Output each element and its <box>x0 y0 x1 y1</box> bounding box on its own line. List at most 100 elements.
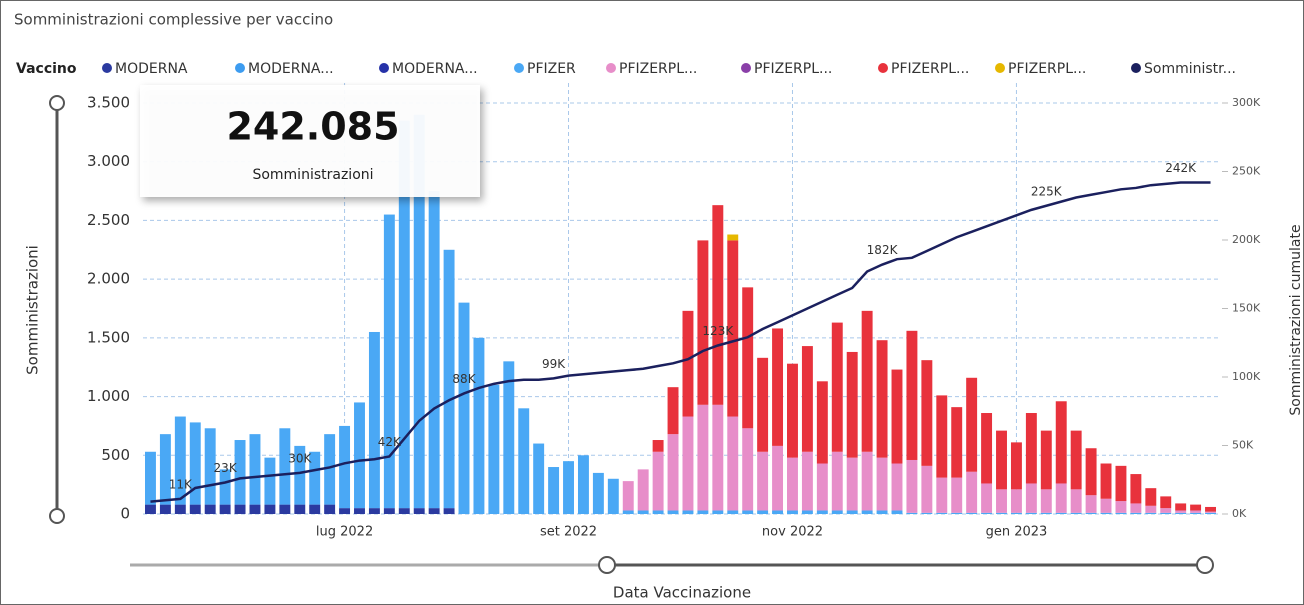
legend-marker <box>235 63 245 73</box>
legend-marker <box>514 63 524 73</box>
bar-segment <box>1100 463 1112 499</box>
legend-marker <box>606 63 616 73</box>
bar-segment <box>592 472 604 514</box>
bar-segment <box>383 214 395 509</box>
bar-segment <box>1115 501 1127 513</box>
bar-segment <box>219 504 231 514</box>
bar-segment <box>727 416 739 511</box>
bar-segment <box>145 451 156 505</box>
bar-segment <box>1175 510 1187 513</box>
bar-segment <box>1160 508 1172 513</box>
bar-segment <box>249 434 261 505</box>
data-label: 123K <box>702 324 734 338</box>
legend-label: PFIZER <box>527 61 576 77</box>
data-label: 99K <box>542 357 566 371</box>
y2-axis-title: Somministrazioni cumulate <box>1288 224 1304 415</box>
bar-segment <box>174 416 186 505</box>
bar-segment <box>712 404 724 511</box>
bar-segment <box>787 457 798 511</box>
bar-segment <box>831 451 843 511</box>
slider-handle[interactable] <box>49 95 65 111</box>
bar-segment <box>727 240 739 417</box>
data-label: 88K <box>452 372 476 386</box>
bar-segment <box>1070 512 1082 514</box>
bar-segment <box>996 430 1007 490</box>
bar-segment <box>846 510 858 514</box>
bar-segment <box>787 510 798 514</box>
bar-segment <box>488 384 500 514</box>
bar-segment <box>1130 474 1142 504</box>
legend-marker <box>995 63 1005 73</box>
bar-segment <box>772 445 784 511</box>
slider-handle[interactable] <box>598 556 616 574</box>
bar-segment <box>667 434 679 511</box>
bar-segment <box>622 510 634 514</box>
bar-segment <box>996 489 1007 513</box>
bar-segment <box>981 483 993 513</box>
data-label: 242K <box>1165 161 1197 175</box>
y2-tick-label: 150K <box>1232 302 1261 315</box>
legend-marker <box>379 63 389 73</box>
legend-label: PFIZERPL... <box>891 61 969 77</box>
bar-segment <box>1070 430 1082 490</box>
chart-title: Somministrazioni complessive per vaccino <box>14 11 333 29</box>
data-label: 225K <box>1031 184 1063 198</box>
bar-segment <box>876 457 888 511</box>
bar-segment <box>324 434 336 505</box>
bar-segment <box>279 504 291 514</box>
bar-segment <box>652 510 664 514</box>
bar-segment <box>951 477 963 513</box>
bar-segment <box>1055 483 1067 513</box>
bar-segment <box>697 510 709 514</box>
bar-segment <box>906 330 918 460</box>
bar-segment <box>563 461 574 514</box>
legend-marker <box>878 63 888 73</box>
bar-segment <box>996 512 1007 514</box>
bar-segment <box>339 508 351 514</box>
bar-segment <box>891 463 903 511</box>
bar-segment <box>503 361 515 514</box>
bar-segment <box>1160 512 1172 514</box>
bar-segment <box>189 504 201 514</box>
bar-segment <box>398 120 410 509</box>
bar-segment <box>966 471 978 513</box>
bar-segment <box>906 512 918 514</box>
bar-segment <box>1205 511 1216 513</box>
bar-segment <box>816 381 828 464</box>
y-tick-label: 500 <box>101 446 130 464</box>
slider-handle[interactable] <box>49 508 65 524</box>
x-tick-label: nov 2022 <box>762 525 823 540</box>
bar-segment <box>533 443 545 514</box>
bar-segment <box>1085 495 1097 513</box>
y2-tick-label: 100K <box>1232 370 1261 383</box>
bar-segment <box>234 440 246 505</box>
bar-segment <box>697 240 709 405</box>
bar-segment <box>159 434 171 505</box>
y-tick-label: 3.500 <box>87 94 130 112</box>
bar-segment <box>1130 512 1142 514</box>
bar-segment <box>981 512 993 514</box>
bar-segment <box>936 477 948 513</box>
legend-label: Somministr... <box>1144 61 1236 77</box>
data-label: 42K <box>378 435 402 449</box>
bar-segment <box>1145 512 1157 514</box>
bar-segment <box>801 451 813 511</box>
bar-segment <box>1040 489 1052 513</box>
bar-segment <box>712 205 724 405</box>
bar-segment <box>622 481 634 511</box>
bar-segment <box>801 346 813 452</box>
bar-segment <box>264 504 276 514</box>
x-tick-label: lug 2022 <box>316 525 373 540</box>
legend-label: PFIZERPL... <box>754 61 832 77</box>
slider-handle[interactable] <box>1196 556 1214 574</box>
bar-segment <box>637 510 649 514</box>
bar-segment <box>1100 498 1112 513</box>
y-tick-label: 1.500 <box>87 328 130 346</box>
bar-segment <box>1010 512 1022 514</box>
bar-segment <box>577 455 589 514</box>
bar-segment <box>1025 413 1037 484</box>
bar-segment <box>1190 504 1202 511</box>
data-label: 182K <box>867 243 899 257</box>
legend-label: MODERNA... <box>392 61 478 77</box>
